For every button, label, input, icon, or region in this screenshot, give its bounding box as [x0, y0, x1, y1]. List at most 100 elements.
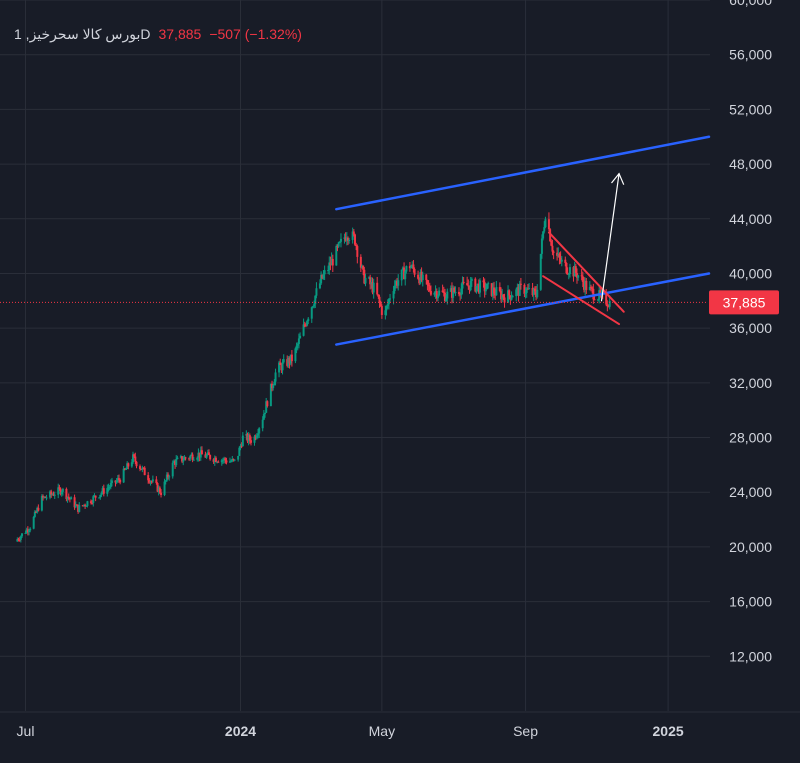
candle-body [192, 459, 195, 461]
candle-body [32, 516, 35, 529]
candle-body [331, 258, 334, 266]
price-tick-label: 40,000 [729, 265, 772, 281]
candle-body [196, 457, 199, 460]
candle-body [352, 231, 355, 235]
price-axis[interactable]: 12,000 16,000 20,000 24,000 28,000 32,000 36,0… [729, 0, 772, 664]
candle-body [239, 445, 242, 448]
candle-body [575, 273, 578, 278]
candle-body [197, 452, 200, 458]
candle-body [206, 452, 209, 455]
time-axis[interactable]: Jul 2024 May Sep 2025 [17, 723, 684, 739]
candle-body [191, 454, 194, 461]
time-tick-label: May [369, 723, 395, 739]
symbol-label[interactable]: بورس کالا سحرخیز, 1D [14, 26, 150, 43]
candle-body [212, 459, 215, 462]
candle-body [122, 468, 125, 483]
candle-body [273, 381, 276, 386]
candle-body [272, 385, 275, 389]
candle-body [302, 324, 305, 336]
candle-body [359, 256, 362, 268]
candle-body [266, 401, 269, 407]
candle-body [580, 275, 583, 277]
candle-body [549, 229, 552, 242]
wedge-upper-line [547, 231, 625, 313]
candle-body [387, 299, 390, 305]
candle-body [540, 238, 543, 254]
candle-body [58, 487, 61, 489]
candle-body [566, 273, 569, 275]
candle-body [21, 533, 24, 537]
candle-body [552, 251, 555, 253]
candle-body [123, 468, 126, 470]
candle-body [343, 237, 346, 239]
candle-body [92, 496, 95, 503]
candle-body [297, 338, 300, 345]
candle-body [462, 281, 465, 284]
candle-body [172, 461, 175, 463]
candle-body [526, 288, 529, 290]
candle-body [532, 288, 535, 296]
time-tick-label: 2024 [225, 723, 256, 739]
candle-body [16, 539, 19, 542]
channel-upper-line [335, 135, 711, 211]
price-tick-label: 36,000 [729, 320, 772, 336]
candle-body [60, 491, 63, 494]
candle-body [271, 383, 274, 389]
candle-body [253, 436, 256, 443]
candle-body [418, 278, 421, 284]
last-price-tag-label: 37,885 [723, 294, 766, 310]
candle-body [36, 507, 39, 513]
candle-body [493, 287, 496, 294]
candle-body [328, 262, 331, 270]
candle-body [156, 483, 159, 492]
chart-grid [0, 0, 800, 713]
candle-body [255, 435, 258, 439]
candle-body [362, 265, 365, 270]
candle-body [245, 434, 248, 436]
candle-body [449, 288, 452, 292]
candle-body [265, 401, 268, 413]
candle-body [109, 483, 112, 488]
candle-body [435, 291, 438, 299]
candle-body [420, 272, 423, 281]
candle-body [287, 357, 290, 366]
candle-body [346, 237, 349, 241]
candle-body [274, 372, 277, 382]
candle-body [469, 281, 472, 291]
candle-body [531, 287, 534, 296]
candle-body [117, 478, 120, 480]
candle-body [479, 280, 482, 293]
price-tick-label: 44,000 [729, 211, 772, 227]
price-tick-label: 20,000 [729, 539, 772, 555]
legend-change: −507 (−1.32%) [209, 26, 302, 42]
last-price-marker: 37,885 [0, 290, 779, 315]
candle-body [356, 246, 359, 257]
candle-body [147, 475, 150, 481]
candle-body [221, 460, 224, 462]
candle-body [45, 497, 48, 499]
candle-body [500, 290, 503, 300]
candle-body [135, 461, 138, 467]
candle-body [453, 287, 456, 293]
candle-body [296, 344, 299, 346]
candle-body [574, 266, 577, 274]
candle-body [404, 271, 407, 280]
candle-body [50, 491, 53, 495]
candle-body [126, 463, 129, 469]
candle-body [44, 496, 47, 498]
candle-body [524, 292, 527, 294]
candle-body [477, 283, 480, 293]
candle-body [24, 532, 27, 534]
candle-body [593, 299, 596, 301]
candle-body [81, 505, 84, 507]
candle-body [142, 467, 145, 469]
candle-body [379, 302, 382, 307]
candle-body [310, 307, 313, 319]
candle-body [114, 480, 117, 483]
candle-body [183, 457, 186, 461]
candle-body [318, 283, 321, 289]
candle-body [585, 280, 588, 290]
candle-body [25, 529, 28, 533]
candle-body [384, 310, 387, 315]
